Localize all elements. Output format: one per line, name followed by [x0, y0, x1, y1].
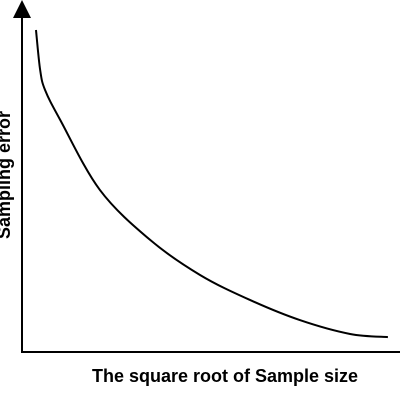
- x-axis-label: The square root of Sample size: [92, 366, 358, 386]
- y-axis-label: Sampling error: [0, 111, 14, 239]
- curve: [34, 29, 388, 339]
- y-axis-arrow: [13, 0, 31, 18]
